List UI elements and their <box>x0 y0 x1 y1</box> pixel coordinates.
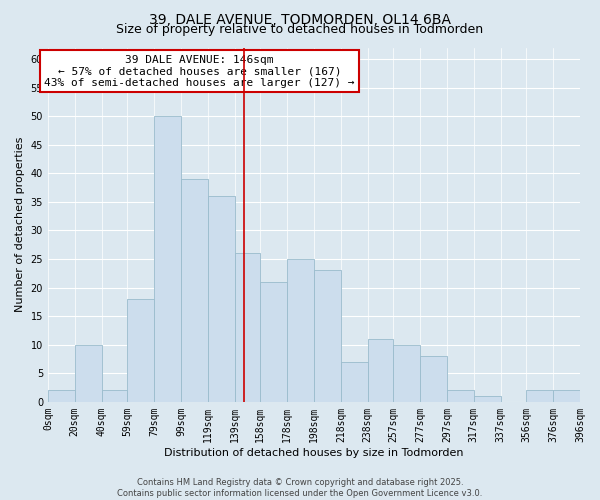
Text: 39 DALE AVENUE: 146sqm
← 57% of detached houses are smaller (167)
43% of semi-de: 39 DALE AVENUE: 146sqm ← 57% of detached… <box>44 54 355 88</box>
Bar <box>101 390 127 402</box>
Bar <box>526 390 553 402</box>
Bar <box>368 339 393 402</box>
Bar <box>553 390 580 402</box>
X-axis label: Distribution of detached houses by size in Todmorden: Distribution of detached houses by size … <box>164 448 464 458</box>
Bar <box>314 270 341 402</box>
Bar <box>75 344 101 402</box>
Text: Size of property relative to detached houses in Todmorden: Size of property relative to detached ho… <box>116 22 484 36</box>
Y-axis label: Number of detached properties: Number of detached properties <box>15 137 25 312</box>
Bar <box>447 390 474 402</box>
Bar <box>341 362 368 402</box>
Text: Contains HM Land Registry data © Crown copyright and database right 2025.
Contai: Contains HM Land Registry data © Crown c… <box>118 478 482 498</box>
Bar <box>154 116 181 402</box>
Bar <box>48 390 75 402</box>
Bar <box>287 259 314 402</box>
Bar <box>393 344 420 402</box>
Bar <box>181 179 208 402</box>
Bar <box>235 253 260 402</box>
Bar <box>208 196 235 402</box>
Bar <box>420 356 447 402</box>
Bar <box>260 282 287 402</box>
Bar <box>127 299 154 402</box>
Bar <box>474 396 501 402</box>
Text: 39, DALE AVENUE, TODMORDEN, OL14 6BA: 39, DALE AVENUE, TODMORDEN, OL14 6BA <box>149 12 451 26</box>
